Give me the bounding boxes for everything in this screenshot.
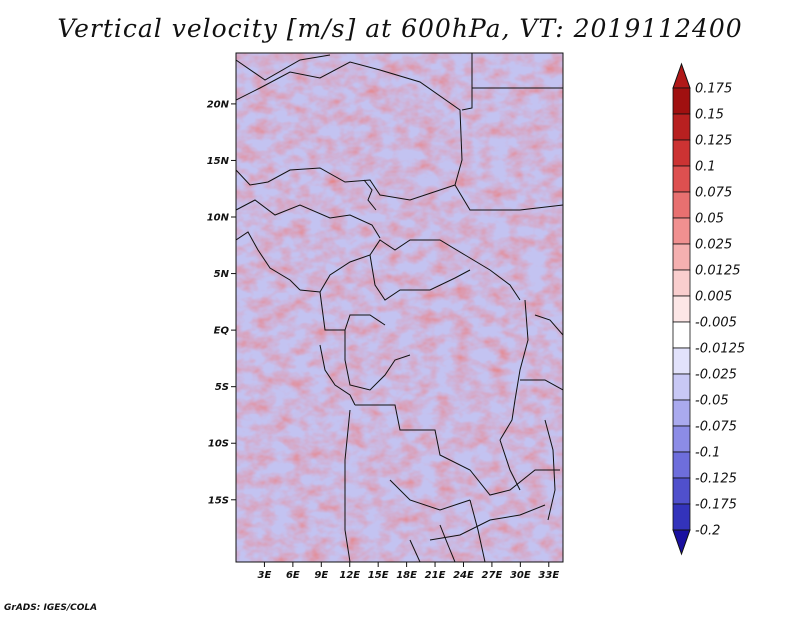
lon-tick-label: 33E — [538, 570, 559, 581]
colorbar-label: -0.2 — [695, 524, 720, 539]
country-borders — [236, 53, 563, 562]
longitude-axis: 3E 6E 9E 12E 15E 18E 21E 24E 27E 30E 33E — [258, 562, 559, 581]
colorbar-label: -0.05 — [695, 394, 729, 409]
colorbar-label: -0.025 — [695, 368, 737, 383]
colorbar-swatch — [672, 399, 691, 427]
colorbar-label: -0.125 — [695, 472, 737, 487]
colorbar-swatch — [672, 503, 691, 531]
lon-tick-label: 9E — [314, 570, 328, 581]
colorbar-swatch — [672, 373, 691, 401]
colorbar-label: 0.05 — [695, 212, 724, 227]
colorbar-swatch — [672, 347, 691, 375]
lon-tick-label: 15E — [368, 570, 389, 581]
lon-tick-label: 27E — [482, 570, 503, 581]
lon-tick-label: 30E — [510, 570, 531, 581]
colorbar-label: -0.175 — [695, 498, 737, 513]
colorbar-label: -0.005 — [695, 316, 737, 331]
lat-tick-label: 10S — [208, 439, 229, 450]
lat-tick-label: 15S — [208, 495, 229, 506]
colorbar-swatch — [672, 321, 691, 349]
colorbar-label: -0.1 — [695, 446, 720, 461]
colorbar-swatch — [672, 451, 691, 479]
lon-tick-label: 12E — [339, 570, 360, 581]
colorbar-label: 0.1 — [695, 160, 716, 175]
lat-tick-label: 5N — [214, 269, 230, 280]
lon-tick-label: 3E — [258, 570, 272, 581]
lon-tick-label: 18E — [396, 570, 417, 581]
lat-tick-label: 20N — [207, 99, 230, 110]
map-title: Vertical velocity [m/s] at 600hPa, VT: 2… — [57, 14, 743, 43]
lat-tick-label: 5S — [215, 382, 229, 393]
lat-tick-label: 10N — [207, 213, 230, 224]
colorbar-swatch — [672, 165, 691, 193]
colorbar-swatch — [672, 217, 691, 245]
colorbar-label: -0.075 — [695, 420, 737, 435]
lat-tick-label: EQ — [214, 326, 230, 337]
colorbar-swatch — [672, 295, 691, 323]
lon-tick-label: 24E — [453, 570, 474, 581]
colorbar-label: 0.175 — [695, 82, 732, 97]
colorbar-swatch — [672, 269, 691, 297]
colorbar-swatch — [672, 477, 691, 505]
vertical-velocity-field — [236, 53, 563, 562]
lon-tick-label: 21E — [425, 570, 446, 581]
colorbar-label: 0.075 — [695, 186, 732, 201]
colorbar-label: 0.005 — [695, 290, 732, 305]
colorbar-top-arrow — [672, 62, 691, 89]
colorbar-label: 0.125 — [695, 134, 732, 149]
lat-tick-label: 15N — [207, 156, 230, 167]
colorbar-label: 0.0125 — [695, 264, 741, 279]
lon-tick-label: 6E — [286, 570, 300, 581]
colorbar-swatch — [672, 425, 691, 453]
colorbar-swatch — [672, 243, 691, 271]
colorbar-label: -0.0125 — [695, 342, 745, 357]
colorbar-swatch — [672, 139, 691, 167]
latitude-axis: 20N 15N 10N 5N EQ 5S 10S 15S — [207, 99, 236, 506]
colorbar-swatch — [672, 191, 691, 219]
grads-credit: GrADS: IGES/COLA — [4, 603, 98, 613]
colorbar: 0.175 0.15 0.125 0.1 0.075 0.05 0.025 0.0125 0.0… — [672, 62, 745, 556]
colorbar-label: 0.15 — [695, 108, 724, 123]
colorbar-bottom-arrow — [672, 529, 691, 556]
colorbar-swatch — [672, 113, 691, 141]
map-frame — [235, 52, 564, 563]
colorbar-swatch — [672, 87, 691, 115]
colorbar-label: 0.025 — [695, 238, 732, 253]
